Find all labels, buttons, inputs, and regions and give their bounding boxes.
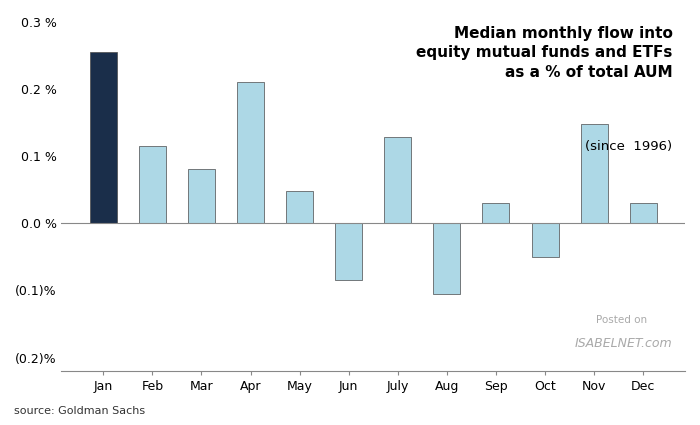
Bar	[139, 146, 166, 223]
Text: (since  1996): (since 1996)	[585, 139, 673, 153]
Text: Posted on: Posted on	[596, 314, 648, 325]
Text: ISABELNET.com: ISABELNET.com	[575, 337, 673, 350]
Bar	[384, 137, 412, 223]
Text: source: Goldman Sachs: source: Goldman Sachs	[14, 406, 145, 416]
Bar	[335, 223, 362, 280]
Bar	[433, 223, 461, 294]
Bar	[188, 170, 215, 223]
Bar	[580, 124, 608, 223]
Bar	[630, 203, 657, 223]
Text: Median monthly flow into
equity mutual funds and ETFs
as a % of total AUM: Median monthly flow into equity mutual f…	[416, 26, 673, 80]
Bar	[286, 191, 313, 223]
Bar	[90, 52, 117, 223]
Bar	[482, 203, 510, 223]
Bar	[531, 223, 559, 257]
Bar	[237, 82, 264, 223]
